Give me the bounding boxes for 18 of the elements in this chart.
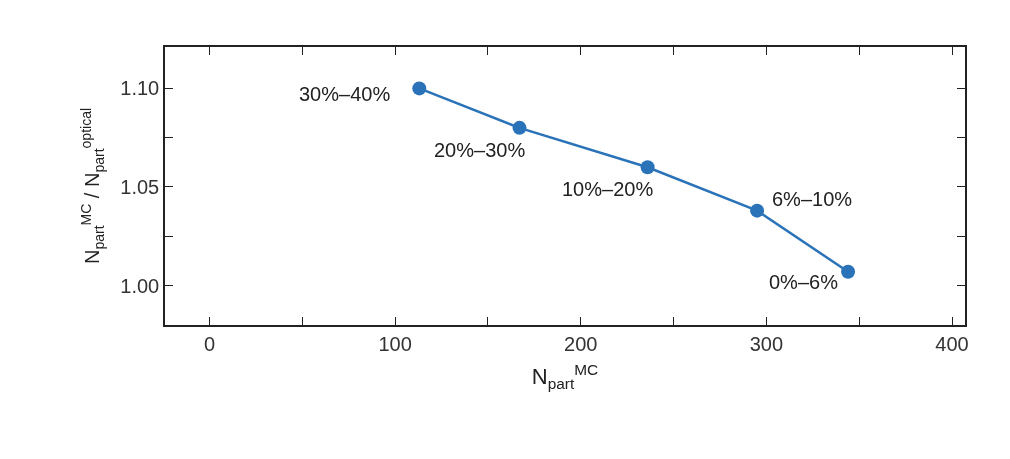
annotation: 30%–40% [299,83,391,105]
point [841,264,856,279]
x-tick-label: 300 [749,332,784,355]
x-tick-label: 200 [564,332,598,355]
annotation: 0%–6% [769,271,839,293]
x-tick-label: 100 [378,332,412,355]
annotation: 10%–20% [562,178,654,200]
y-tick-label: 1.10 [120,77,160,100]
x-tick-label: 400 [935,332,969,355]
x-tick-label: 0 [203,332,216,355]
point [412,81,427,96]
point [640,160,655,175]
annotation: 6%–10% [772,188,853,210]
annotation: 20%–30% [434,139,526,161]
y-tick-label: 1.05 [120,175,160,198]
point [512,120,527,135]
point [750,203,765,218]
y-tick-label: 1.00 [120,274,160,297]
